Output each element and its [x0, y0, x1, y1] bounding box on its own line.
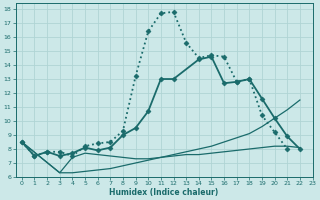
- X-axis label: Humidex (Indice chaleur): Humidex (Indice chaleur): [109, 188, 219, 197]
